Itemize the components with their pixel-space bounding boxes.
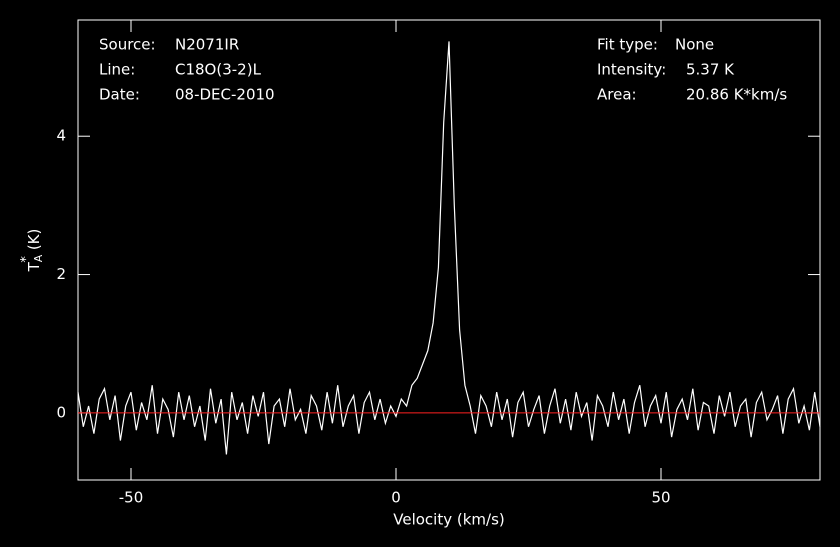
annotation-label: Area: bbox=[597, 86, 637, 104]
annotation-value: 08-DEC-2010 bbox=[175, 86, 275, 104]
annotation-label: Intensity: bbox=[597, 61, 666, 79]
x-tick-label: 0 bbox=[391, 489, 401, 507]
y-axis-label: TA* (K) bbox=[19, 229, 46, 273]
x-axis-label: Velocity (km/s) bbox=[393, 511, 504, 529]
plot-frame bbox=[77, 19, 821, 481]
annotation-label: Date: bbox=[99, 86, 140, 104]
y-tick-label: 0 bbox=[56, 403, 66, 421]
y-label-sup: * bbox=[19, 256, 34, 263]
y-label-unit: (K) bbox=[25, 229, 43, 251]
annotation-value: 5.37 K bbox=[686, 61, 735, 79]
y-tick-label: 4 bbox=[56, 127, 66, 145]
annotation-label: Line: bbox=[99, 61, 135, 79]
spectrum-line bbox=[77, 41, 821, 455]
annotation-value: None bbox=[675, 36, 714, 54]
annotation-value: 20.86 K*km/s bbox=[686, 86, 787, 104]
annotation-label: Fit type: bbox=[597, 36, 658, 54]
y-label-main: T bbox=[25, 261, 43, 272]
y-tick-label: 2 bbox=[56, 265, 66, 283]
x-tick-label: -50 bbox=[119, 489, 144, 507]
annotation-value: N2071IR bbox=[175, 36, 239, 54]
y-label-sub: A bbox=[32, 254, 45, 262]
x-tick-label: 50 bbox=[651, 489, 670, 507]
annotation-value: C18O(3-2)L bbox=[175, 61, 262, 79]
annotation-label: Source: bbox=[99, 36, 156, 54]
